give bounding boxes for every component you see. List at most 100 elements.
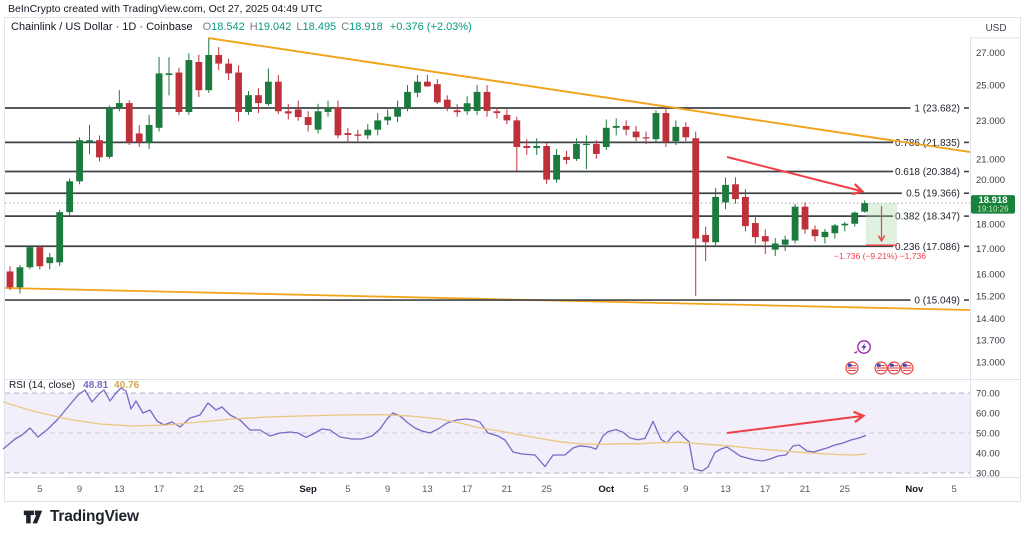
candle bbox=[692, 131, 700, 296]
time-axis-tick[interactable]: 9 bbox=[683, 484, 688, 495]
fib-label[interactable]: 0.382 (18.347) bbox=[893, 210, 961, 224]
time-axis-tick[interactable]: 5 bbox=[37, 484, 42, 495]
price-axis-tick[interactable]: 14.400 bbox=[976, 314, 1005, 325]
price-axis-tick[interactable]: 27.000 bbox=[976, 48, 1005, 59]
time-axis-tick[interactable]: 17 bbox=[760, 484, 771, 495]
time-axis-tick[interactable]: 25 bbox=[840, 484, 851, 495]
time-axis-tick[interactable]: 9 bbox=[77, 484, 82, 495]
candle bbox=[165, 57, 173, 96]
rsi-axis-tick[interactable]: 50.00 bbox=[976, 429, 1000, 440]
price-axis-tick[interactable]: 25.000 bbox=[976, 81, 1005, 92]
price-axis-tick[interactable]: 18.000 bbox=[976, 220, 1005, 231]
candle bbox=[16, 264, 24, 294]
time-axis-tick[interactable]: 17 bbox=[154, 484, 165, 495]
time-axis-tick[interactable]: 25 bbox=[233, 484, 244, 495]
rsi-axis-tick[interactable]: 60.00 bbox=[976, 409, 1000, 420]
candle bbox=[612, 118, 620, 136]
candle bbox=[553, 148, 560, 183]
time-axis-tick[interactable]: 21 bbox=[800, 484, 811, 495]
candle bbox=[801, 202, 809, 234]
flag-canton bbox=[889, 363, 894, 367]
rsi-axis-tick[interactable]: 40.00 bbox=[976, 449, 1000, 460]
candle bbox=[344, 127, 352, 144]
rsi-axis-tick[interactable]: 70.00 bbox=[976, 389, 1000, 400]
candle bbox=[463, 96, 471, 115]
open-label: O bbox=[202, 21, 212, 33]
candle bbox=[851, 211, 859, 227]
time-axis-tick[interactable]: 5 bbox=[643, 484, 648, 495]
candle bbox=[394, 100, 401, 123]
time-axis-tick[interactable]: 9 bbox=[385, 484, 390, 495]
candle bbox=[185, 53, 193, 115]
last-price-value: 18.918 bbox=[978, 195, 1007, 206]
price-axis-tick[interactable]: 13.000 bbox=[976, 358, 1005, 369]
lightning-bolt-glyph bbox=[861, 343, 867, 351]
tradingview-logo[interactable]: TradingView bbox=[22, 506, 139, 528]
candle bbox=[205, 38, 213, 93]
time-axis-tick[interactable]: 5 bbox=[345, 484, 350, 495]
rsi-ma-line bbox=[2, 401, 867, 456]
price-axis-tick[interactable]: 17.000 bbox=[976, 244, 1005, 255]
fib-label[interactable]: 0.786 (21.835) bbox=[893, 136, 961, 150]
rsi-legend: RSI (14, close) 48.81 40.76 bbox=[9, 380, 139, 391]
candle bbox=[215, 47, 223, 71]
fib-label[interactable]: 0.618 (20.384) bbox=[893, 166, 961, 180]
candle bbox=[135, 125, 143, 147]
candle bbox=[791, 203, 799, 244]
price-trend-arrow[interactable] bbox=[726, 156, 865, 196]
rsi-trend-arrow[interactable] bbox=[726, 410, 866, 434]
rsi-axis-tick[interactable]: 30.00 bbox=[976, 469, 1000, 480]
time-axis-tick[interactable]: Sep bbox=[299, 484, 317, 495]
close-value: 18.918 bbox=[349, 21, 383, 33]
candle bbox=[662, 106, 670, 147]
time-axis-tick[interactable]: 21 bbox=[502, 484, 513, 495]
candle bbox=[225, 58, 233, 81]
time-axis-tick[interactable]: 21 bbox=[194, 484, 205, 495]
time-axis-tick[interactable]: 13 bbox=[720, 484, 731, 495]
fib-label[interactable]: 1 (23.682) bbox=[913, 102, 962, 116]
price-axis-tick[interactable]: 13.700 bbox=[976, 335, 1005, 346]
fib-label[interactable]: 0 (15.049) bbox=[913, 294, 962, 308]
candle bbox=[264, 68, 272, 106]
candle bbox=[404, 85, 411, 112]
time-axis-tick[interactable]: 13 bbox=[114, 484, 125, 495]
lower-support-trendline[interactable] bbox=[4, 287, 971, 311]
price-axis-tick[interactable]: 15.200 bbox=[976, 291, 1005, 302]
candle bbox=[46, 252, 54, 270]
price-axis-tick[interactable]: 21.000 bbox=[976, 154, 1005, 165]
time-axis-tick[interactable]: Nov bbox=[905, 484, 924, 495]
flag-canton bbox=[902, 363, 907, 367]
close-label: C bbox=[341, 21, 350, 33]
candle bbox=[374, 113, 382, 136]
currency-label[interactable]: USD bbox=[985, 23, 1007, 34]
candle bbox=[841, 221, 849, 232]
candle bbox=[175, 67, 183, 115]
candle bbox=[811, 225, 819, 242]
candle bbox=[761, 229, 769, 254]
time-axis-tick[interactable]: 25 bbox=[541, 484, 552, 495]
change-value: +0.376 (+2.03%) bbox=[389, 21, 472, 33]
time-axis-tick[interactable]: 5 bbox=[951, 484, 956, 495]
rsi-title[interactable]: RSI (14, close) bbox=[9, 380, 76, 391]
candle bbox=[105, 105, 113, 159]
candle bbox=[533, 138, 541, 155]
candle bbox=[56, 209, 64, 267]
candle bbox=[155, 56, 163, 132]
candle bbox=[284, 103, 292, 120]
time-axis-tick[interactable]: 17 bbox=[462, 484, 473, 495]
measure-label: −1.736 (−9.21%) −1,736 bbox=[834, 251, 926, 261]
fib-label[interactable]: 0.236 (17.086) bbox=[893, 240, 961, 254]
price-axis-tick[interactable]: 16.000 bbox=[976, 270, 1005, 281]
price-axis-tick[interactable]: 20.000 bbox=[976, 175, 1005, 186]
candle bbox=[473, 85, 481, 115]
time-axis-tick[interactable]: Oct bbox=[598, 484, 615, 495]
price-axis-tick[interactable]: 23.000 bbox=[976, 116, 1005, 127]
fib-label[interactable]: 0.5 (19.366) bbox=[905, 187, 962, 201]
time-axis-tick[interactable]: 13 bbox=[422, 484, 433, 495]
symbol-title[interactable]: Chainlink / US Dollar · 1D · Coinbase bbox=[11, 21, 193, 33]
candle bbox=[36, 245, 44, 270]
candle bbox=[751, 214, 759, 244]
candle bbox=[493, 107, 501, 119]
candle bbox=[632, 125, 640, 142]
